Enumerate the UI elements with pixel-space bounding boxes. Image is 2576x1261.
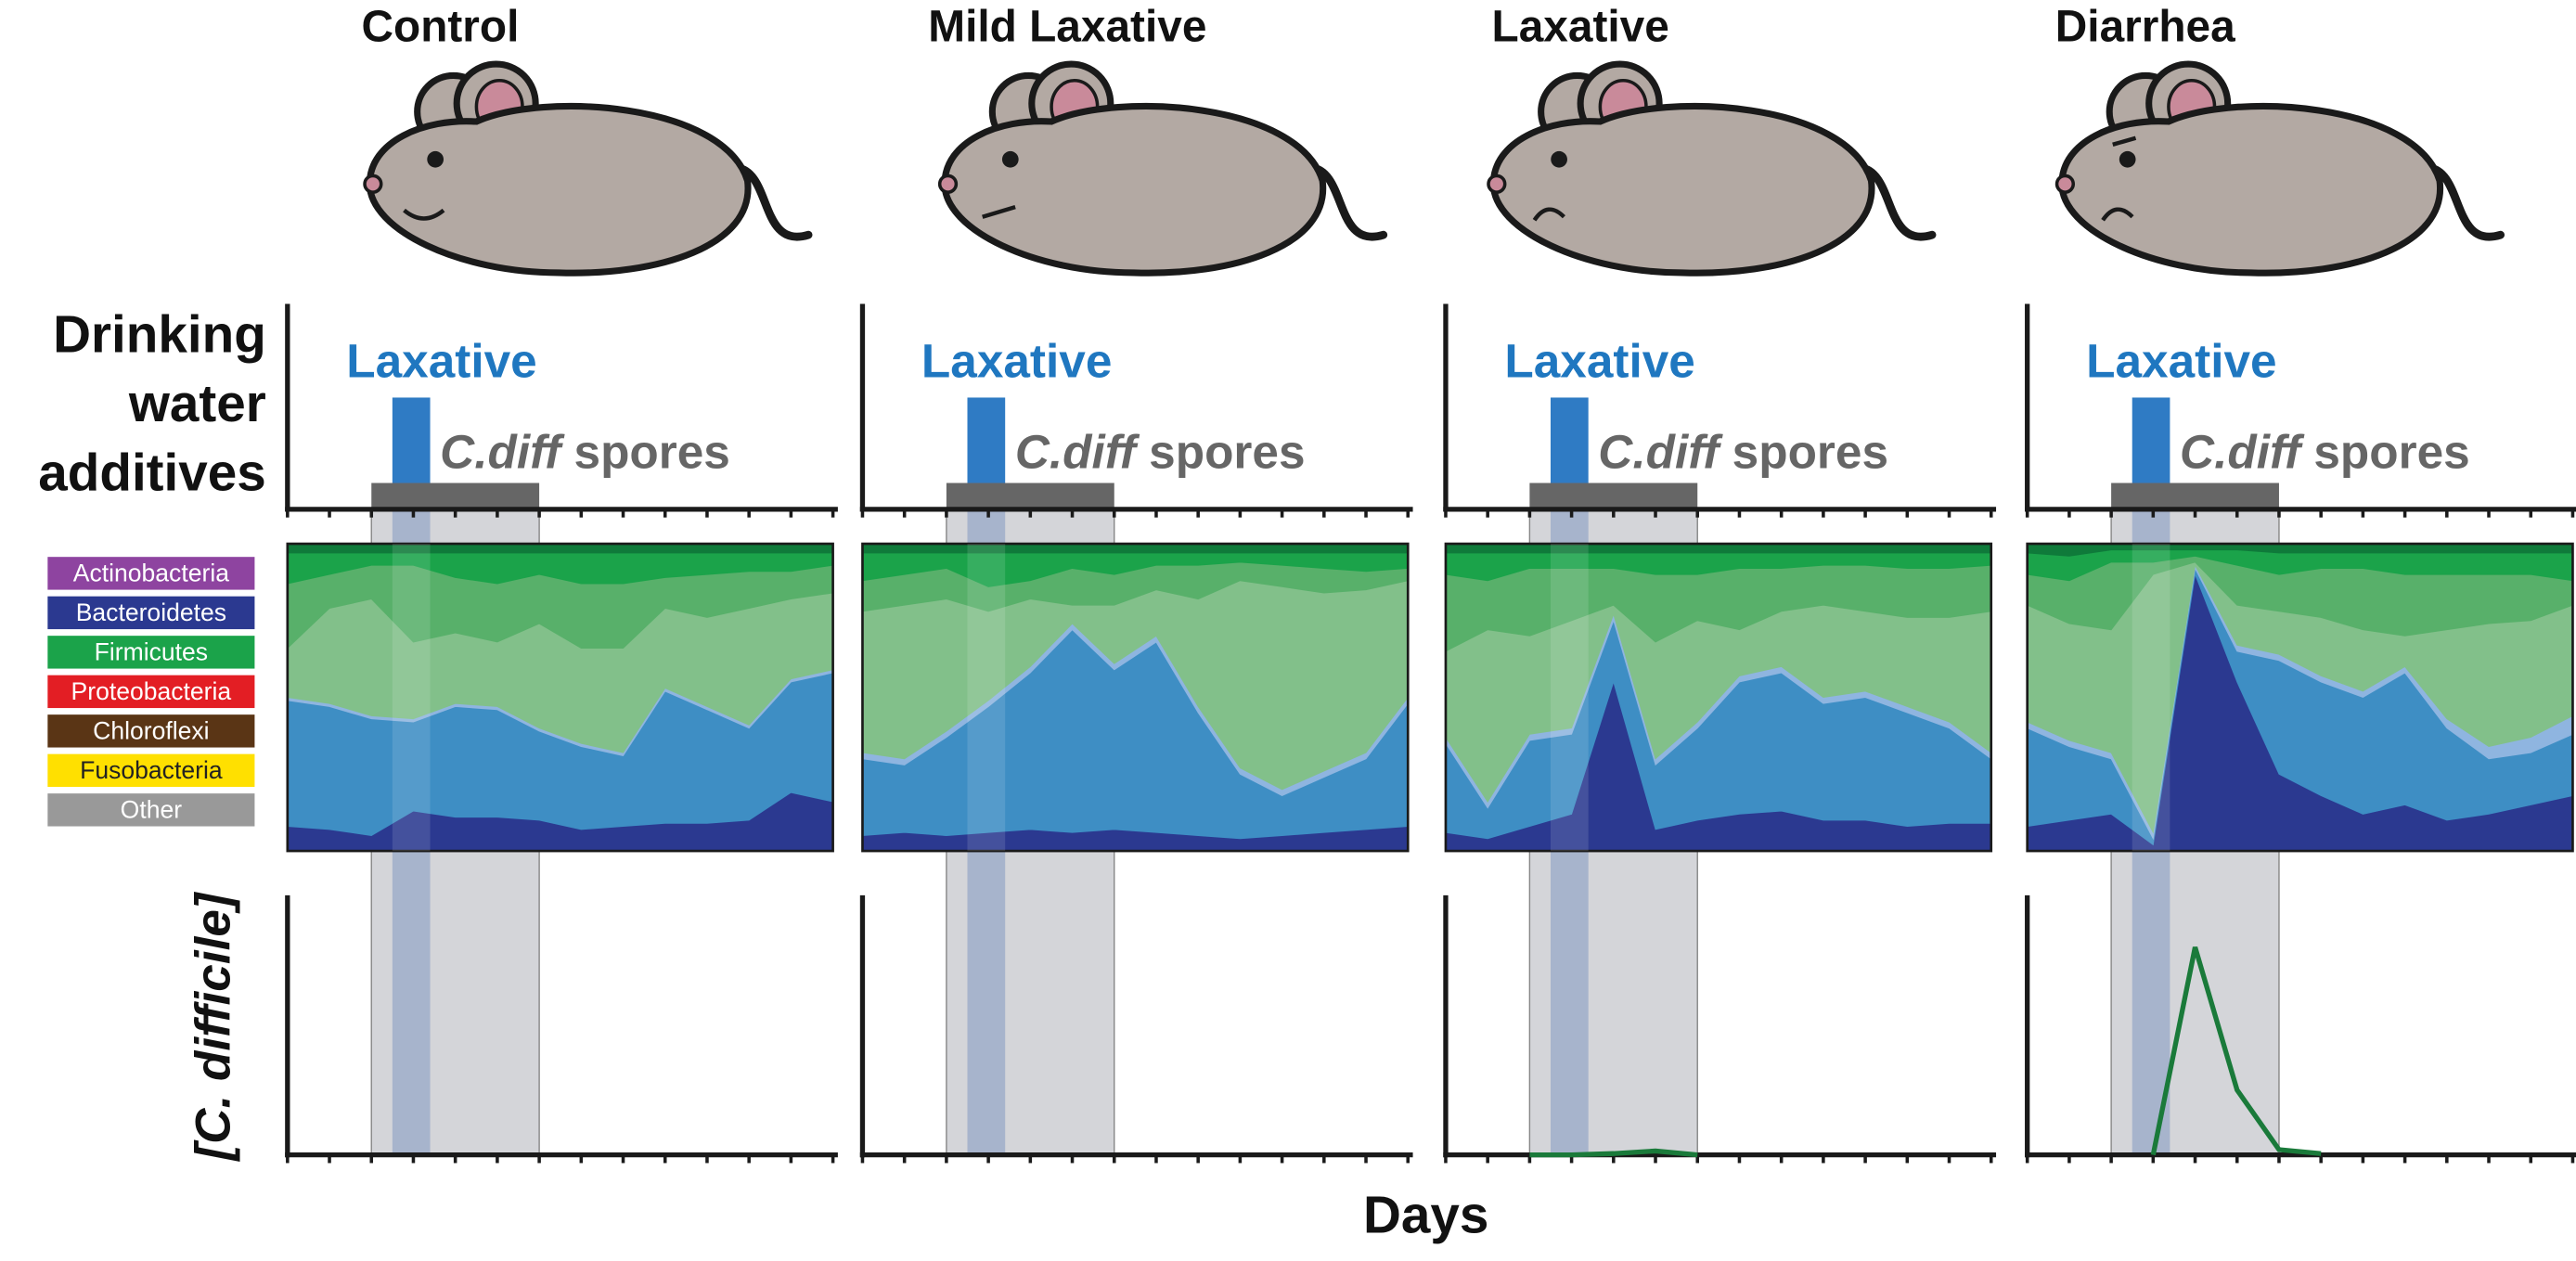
laxative-bar <box>392 397 431 483</box>
panel-title: Mild Laxative <box>928 3 1206 52</box>
plots: Actinobacteria Bacteroidetes Firmicutes Pro… <box>38 3 2576 1245</box>
spores-label-italic: C.diff <box>2180 425 2305 478</box>
mouth <box>1532 207 1565 222</box>
row-label: [C. difficile] <box>187 891 241 1163</box>
spores-label: C.diff spores <box>2180 425 2470 478</box>
laxative-label: Laxative <box>1504 335 1694 388</box>
mouse <box>365 64 808 273</box>
legend-label: Actinobacteria <box>73 560 229 587</box>
frame <box>2026 542 2574 853</box>
row-label: additives <box>38 444 266 502</box>
panel-title: Control <box>361 3 519 52</box>
cdiff-line <box>2150 946 2322 1156</box>
laxative-overlay <box>392 544 431 852</box>
frame <box>286 542 834 853</box>
legend-label: Firmicutes <box>95 638 208 666</box>
laxative-bar <box>2132 397 2170 483</box>
legend-swatch <box>47 636 255 669</box>
mice <box>365 64 2501 273</box>
spores-bar <box>371 483 540 511</box>
panel-title: Diarrhea <box>2055 3 2235 52</box>
spores-label: C.diff spores <box>1015 425 1306 478</box>
laxative-overlay <box>1550 544 1589 852</box>
laxative-label: Laxative <box>921 335 1112 388</box>
area <box>287 543 834 554</box>
laxative-overlay <box>967 544 1006 852</box>
spores-label-text: spores <box>574 425 730 478</box>
spores-label-italic: C.diff <box>1598 425 1723 478</box>
legend-label: Bacteroidetes <box>76 598 226 626</box>
spores-label-text: spores <box>1149 425 1305 478</box>
brow <box>2112 135 2137 147</box>
mouth <box>403 208 445 221</box>
spores-label-text: spores <box>2313 425 2469 478</box>
legend-label: Chloroflexi <box>93 717 209 745</box>
cdiff-line <box>1529 1148 1698 1158</box>
legend-swatch <box>47 675 255 709</box>
legend-label: Fusobacteria <box>80 756 223 784</box>
laxative-label: Laxative <box>2086 335 2276 388</box>
mouse <box>1488 64 1932 273</box>
spores-bar <box>2111 483 2279 511</box>
spores-bar <box>946 483 1114 511</box>
legend-swatch <box>47 793 255 827</box>
legend-swatch <box>47 596 255 630</box>
legend-label: Proteobacteria <box>71 677 232 705</box>
laxative-bar <box>967 397 1006 483</box>
row-label: Drinking <box>53 306 266 365</box>
legend-swatch <box>47 557 255 590</box>
spores-label-text: spores <box>1732 425 1888 478</box>
legend-swatch <box>47 753 255 788</box>
area <box>862 543 1409 554</box>
spores-label: C.diff spores <box>1598 425 1888 478</box>
mouth <box>982 204 1016 219</box>
laxative-overlay <box>2132 544 2170 852</box>
mouse <box>940 64 1384 273</box>
spores-bar <box>1529 483 1698 511</box>
mouth <box>2101 207 2134 222</box>
spores-label-italic: C.diff <box>1015 425 1140 478</box>
row-label: water <box>128 375 266 433</box>
legend-label: Other <box>121 796 183 824</box>
laxative-label: Laxative <box>346 335 536 388</box>
spores-label: C.diff spores <box>440 425 730 478</box>
mouse <box>2057 64 2501 273</box>
laxative-bar <box>1550 397 1589 483</box>
frame <box>1444 542 1993 853</box>
area <box>1445 543 1992 554</box>
panel-title: Laxative <box>1492 3 1669 52</box>
spores-label-italic: C.diff <box>440 425 565 478</box>
frame <box>861 542 1410 853</box>
legend-swatch <box>47 714 255 748</box>
x-axis-label: Days <box>1363 1187 1488 1245</box>
